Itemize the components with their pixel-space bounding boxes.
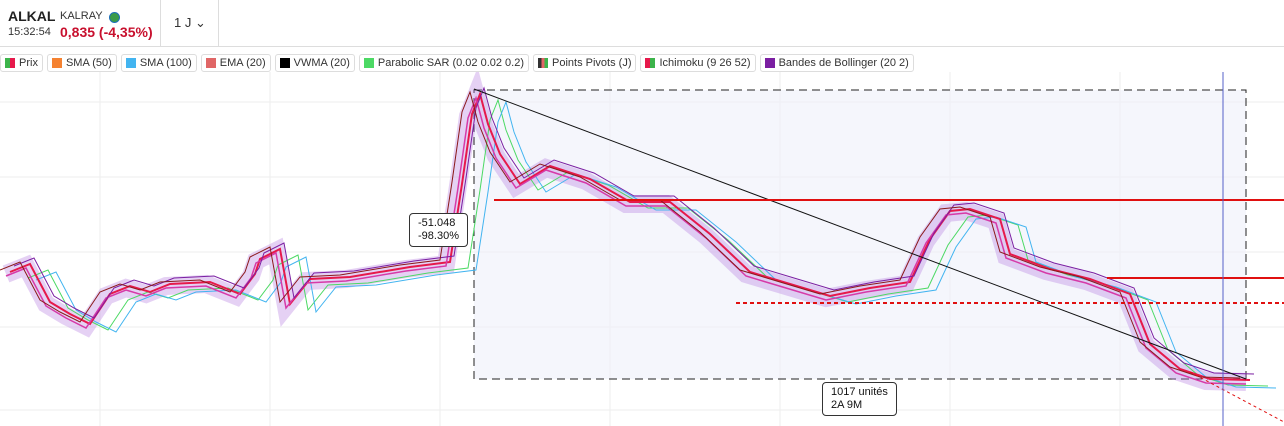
price-change: 0,835 (-4,35%)	[60, 24, 153, 40]
legend-item[interactable]: SMA (100)	[120, 54, 197, 72]
header: ALKAL KALRAY 15:32:54 0,835 (-4,35%) 1 J…	[0, 0, 1284, 47]
legend-item[interactable]: Points Pivots (J)	[533, 54, 637, 72]
legend-item[interactable]: SMA (50)	[46, 54, 117, 72]
legend-label: Parabolic SAR (0.02 0.02 0.2)	[377, 57, 525, 69]
chart-area	[0, 72, 1284, 426]
legend-label: Ichimoku (9 26 52)	[659, 57, 751, 69]
range-units: 1017 unités	[831, 386, 888, 398]
trend-line	[473, 88, 1247, 380]
measure-percent: -98.30%	[418, 230, 459, 242]
measure-label: -51.048 -98.30%	[409, 213, 468, 247]
symbol: ALKAL	[8, 8, 56, 24]
legend-label: Bandes de Bollinger (20 2)	[778, 57, 909, 69]
legend-item[interactable]: Parabolic SAR (0.02 0.02 0.2)	[358, 54, 530, 72]
legend-item[interactable]: Ichimoku (9 26 52)	[640, 54, 756, 72]
legend-item[interactable]: VWMA (20)	[274, 54, 355, 72]
legend-label: Points Pivots (J)	[552, 57, 632, 69]
legend-label: VWMA (20)	[293, 57, 350, 69]
legend-label: EMA (20)	[219, 57, 266, 69]
company-name: KALRAY	[60, 10, 103, 22]
interval-selector[interactable]: 1 J ⌄	[174, 15, 206, 30]
measure-value: -51.048	[418, 217, 456, 229]
legend: Prix SMA (50) SMA (100) EMA (20) VWMA (2…	[0, 54, 914, 72]
divider	[218, 0, 219, 47]
legend-item[interactable]: EMA (20)	[200, 54, 271, 72]
range-duration: 2A 9M	[831, 399, 863, 411]
legend-item[interactable]: Prix	[0, 54, 43, 72]
range-label: 1017 unités 2A 9M	[822, 382, 897, 416]
legend-item[interactable]: Bandes de Bollinger (20 2)	[759, 54, 914, 72]
divider	[160, 0, 161, 47]
interval: 1 J	[174, 15, 192, 30]
status-icon	[109, 12, 120, 23]
legend-label: Prix	[19, 57, 38, 69]
legend-label: SMA (50)	[65, 57, 112, 69]
legend-label: SMA (100)	[139, 57, 192, 69]
time: 15:32:54	[8, 26, 51, 38]
